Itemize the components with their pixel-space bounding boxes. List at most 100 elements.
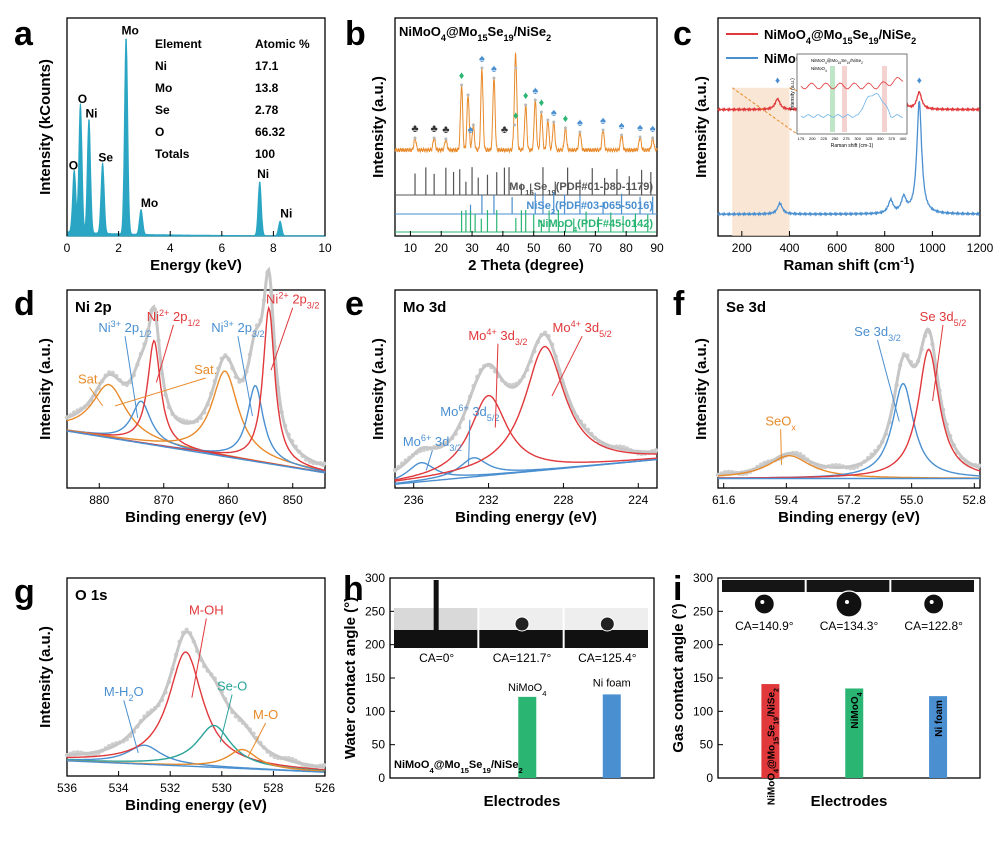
y-axis-title: Gas contact angle (°) bbox=[670, 603, 687, 752]
xrd-point bbox=[466, 93, 470, 97]
raman-marker: ♦ bbox=[775, 75, 780, 86]
category-label: NiMoO4 bbox=[508, 682, 547, 698]
x-tick-label: 532 bbox=[160, 781, 180, 795]
x-tick-label: 20 bbox=[435, 241, 449, 255]
annotation-arrow bbox=[247, 722, 267, 758]
inset-y-title: Intensity (a.u.) bbox=[790, 78, 796, 110]
x-tick-label: 526 bbox=[315, 781, 335, 795]
bubble-image bbox=[753, 593, 775, 615]
phase-marker: ♣ bbox=[501, 124, 508, 136]
phase-marker: ♠ bbox=[479, 53, 485, 65]
panel-i: i 0 50 100 150 200 250 300 NiMoO4@Mo15Se19/NiSe2… bbox=[670, 570, 981, 810]
inset-series bbox=[800, 92, 904, 118]
inset-x-tick: 225 bbox=[820, 136, 827, 141]
phase-marker: ♠ bbox=[532, 85, 538, 97]
chart-title: Se 3d bbox=[726, 299, 766, 316]
table-cell: 2.78 bbox=[255, 103, 279, 117]
table-cell: Se bbox=[155, 103, 170, 117]
x-axis-title: Energy (keV) bbox=[150, 257, 242, 274]
panel-label: c bbox=[673, 15, 692, 53]
y-tick-label: 300 bbox=[365, 571, 385, 585]
component-peak bbox=[718, 348, 981, 479]
xrd-point bbox=[578, 130, 582, 134]
inset-band bbox=[882, 66, 887, 132]
annotation-arrow bbox=[494, 343, 499, 428]
phase-marker: ♦ bbox=[513, 110, 519, 122]
raman-marker: ♦ bbox=[917, 75, 922, 86]
x-tick-label: 860 bbox=[218, 493, 238, 507]
component-peak bbox=[394, 457, 658, 485]
table-cell: O bbox=[155, 125, 164, 139]
contact-angle-label: CA=121.7° bbox=[493, 651, 552, 665]
inset-legend-label: NiMoO4@Mo15Se19/NiSe2 bbox=[811, 58, 863, 65]
chart-title: O 1s bbox=[75, 587, 108, 604]
inset-x-tick: 400 bbox=[900, 136, 907, 141]
peak-label: Ni bbox=[280, 206, 292, 220]
xrd-point bbox=[471, 123, 475, 127]
inset-band bbox=[842, 66, 847, 132]
xrd-point bbox=[638, 135, 642, 139]
y-axis-title: Intensity (a.u.) bbox=[370, 76, 387, 178]
y-axis-title: Intensity (a.u.) bbox=[693, 338, 710, 440]
x-tick-label: 50 bbox=[527, 241, 541, 255]
x-tick-label: 6 bbox=[218, 241, 225, 255]
panel-label: e bbox=[345, 285, 364, 323]
panel-b: b♣ ♣ ♣ ♣♦♦♦♦♦♠♠♠♠♠♠ ♠ ♠ ♠ ♠Mo15Se19(PDF#01-080-… bbox=[345, 15, 664, 274]
plot-frame bbox=[394, 17, 658, 237]
peak-annotation: Ni2+ 2p3/2 bbox=[266, 291, 319, 311]
peak-label: Mo bbox=[141, 196, 158, 210]
y-tick-label: 50 bbox=[372, 738, 386, 752]
table-cell: Mo bbox=[155, 81, 172, 95]
category-label: Ni foam bbox=[593, 677, 631, 689]
peak-annotation: Sat. bbox=[194, 362, 217, 377]
x-axis-title: Binding energy (eV) bbox=[125, 509, 267, 526]
panel-label: i bbox=[673, 570, 682, 608]
y-tick-label: 150 bbox=[693, 671, 713, 685]
phase-marker: ♦ bbox=[523, 90, 529, 102]
contact-angle-label: CA=140.9° bbox=[735, 619, 794, 633]
component-peak bbox=[394, 345, 657, 482]
y-tick-label: 100 bbox=[365, 704, 385, 718]
x-tick-label: 870 bbox=[154, 493, 174, 507]
xrd-point bbox=[492, 76, 496, 80]
annotation-arrow bbox=[191, 618, 207, 698]
x-tick-label: 10 bbox=[318, 241, 332, 255]
x-tick-label: 52.8 bbox=[963, 493, 987, 507]
legend-label: NiMoO4@Mo15Se19/NiSe2 bbox=[764, 27, 916, 46]
peak-annotation: Se 3d3/2 bbox=[854, 324, 901, 343]
substrate-image bbox=[394, 630, 478, 648]
x-tick-label: 232 bbox=[479, 493, 499, 507]
table-cell: 66.32 bbox=[255, 125, 285, 139]
bar bbox=[929, 696, 948, 778]
x-tick-label: 534 bbox=[109, 781, 129, 795]
x-tick-label: 0 bbox=[64, 241, 71, 255]
panel-h: h 0 50 100 150 200 250 300 NiMoO4@Mo15Se19/NiSe2… bbox=[342, 570, 655, 810]
xrd-point bbox=[563, 126, 567, 130]
panel-label: g bbox=[14, 573, 35, 611]
component-peak bbox=[394, 394, 658, 481]
droplet-image bbox=[599, 616, 615, 632]
substrate-image bbox=[479, 630, 563, 648]
x-tick-label: 200 bbox=[732, 241, 752, 255]
x-tick-label: 55.0 bbox=[900, 493, 924, 507]
droplet-image bbox=[514, 616, 530, 632]
annotation-arrow bbox=[124, 336, 139, 419]
phase-marker: ♠ bbox=[650, 123, 656, 135]
panel-label: h bbox=[343, 570, 364, 608]
xrd-point bbox=[533, 98, 537, 102]
x-tick-label: 600 bbox=[827, 241, 847, 255]
peak-label: Mo bbox=[122, 23, 139, 37]
x-axis-title: 2 Theta (degree) bbox=[468, 257, 584, 274]
phase-marker: ♠ bbox=[491, 63, 497, 75]
substrate-image bbox=[891, 580, 974, 592]
y-tick-label: 0 bbox=[378, 771, 385, 785]
chart-title: Ni 2p bbox=[75, 299, 112, 316]
x-tick-label: 61.6 bbox=[712, 493, 736, 507]
table-header: Atomic % bbox=[255, 37, 310, 51]
inset-x-tick: 325 bbox=[866, 136, 873, 141]
x-tick-label: 59.4 bbox=[775, 493, 799, 507]
xrd-point bbox=[539, 110, 543, 114]
panel-label: b bbox=[345, 15, 366, 53]
